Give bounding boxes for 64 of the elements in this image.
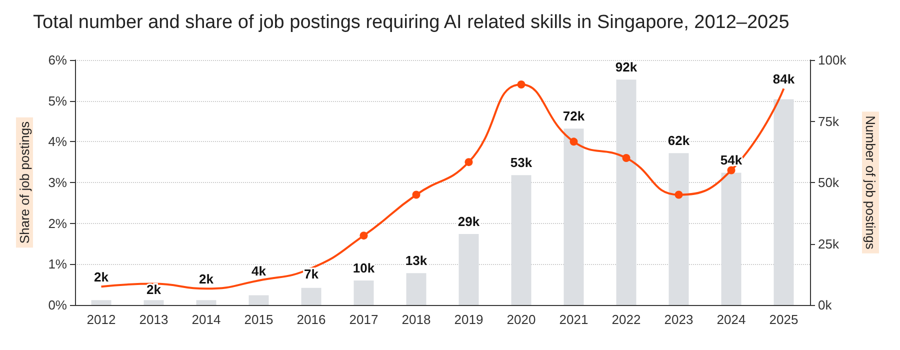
bar [406,273,426,305]
x-tick-label: 2021 [559,312,588,327]
bar [354,280,374,305]
data-label: 2k [146,282,162,297]
point [727,166,736,174]
x-tick-label: 2019 [454,312,484,327]
point [517,80,526,88]
data-label: 53k [510,155,533,170]
bar [564,128,584,305]
x-tick-label: 2022 [612,312,641,327]
data-label: 62k [668,133,690,148]
data-label: 2k [199,272,214,287]
point [570,138,578,146]
x-tick-label: 2025 [769,312,798,327]
data-label: 72k [562,108,586,124]
x-tick-label: 2013 [139,312,168,327]
bar [721,172,742,305]
bar [774,99,794,305]
data-label: 4k [252,264,267,278]
x-tick-label: 2023 [664,312,694,327]
y-tick-label: 3% [48,175,68,190]
y-tick-label: 0% [48,298,68,312]
data-label: 92k [615,60,638,75]
point [464,158,473,166]
point [622,154,630,162]
chart-title: Total number and share of job postings requiring AI related skills in Singapore, 2012–2025 [33,12,790,33]
data-label: 13k [405,253,428,268]
bar [91,300,112,305]
bar [668,153,689,305]
y2-tick-label: 75k [818,114,840,129]
bar [248,295,269,305]
y2-axis-title: Number of job postings [863,116,878,250]
x-tick-label: 2014 [192,312,221,327]
x-tick-label: 2018 [402,312,431,327]
bar [511,175,532,305]
bar [458,234,479,305]
y2-tick-label: 25k [818,236,840,252]
bar [616,80,636,305]
x-tick-label: 2012 [86,312,116,327]
y-tick-label: 2% [48,216,68,231]
y-tick-label: 4% [48,134,68,150]
bar [196,300,216,305]
x-tick-label: 2017 [349,312,378,327]
y2-tick-label: 50k [818,175,840,190]
data-label: 7k [304,266,320,282]
x-tick-label: 2024 [716,312,746,327]
y-tick-label: 1% [48,256,68,272]
bar [301,288,322,305]
x-tick-label: 2020 [506,312,536,327]
data-label: 2k [94,270,110,285]
y-axis-title: Share of job postings [17,120,32,244]
x-tick-label: 2015 [244,312,274,327]
y2-tick-label: 0k [818,298,832,312]
data-label: 10k [352,260,376,276]
y-tick-label: 5% [48,93,68,108]
point [360,232,368,240]
point [412,190,420,199]
x-tick-label: 2016 [296,312,326,327]
y-tick-label: 6% [48,52,68,68]
point [674,190,683,199]
bar [144,300,164,305]
data-label: 84k [772,72,796,87]
y2-tick-label: 100k [818,52,847,68]
data-label: 29k [458,214,480,229]
